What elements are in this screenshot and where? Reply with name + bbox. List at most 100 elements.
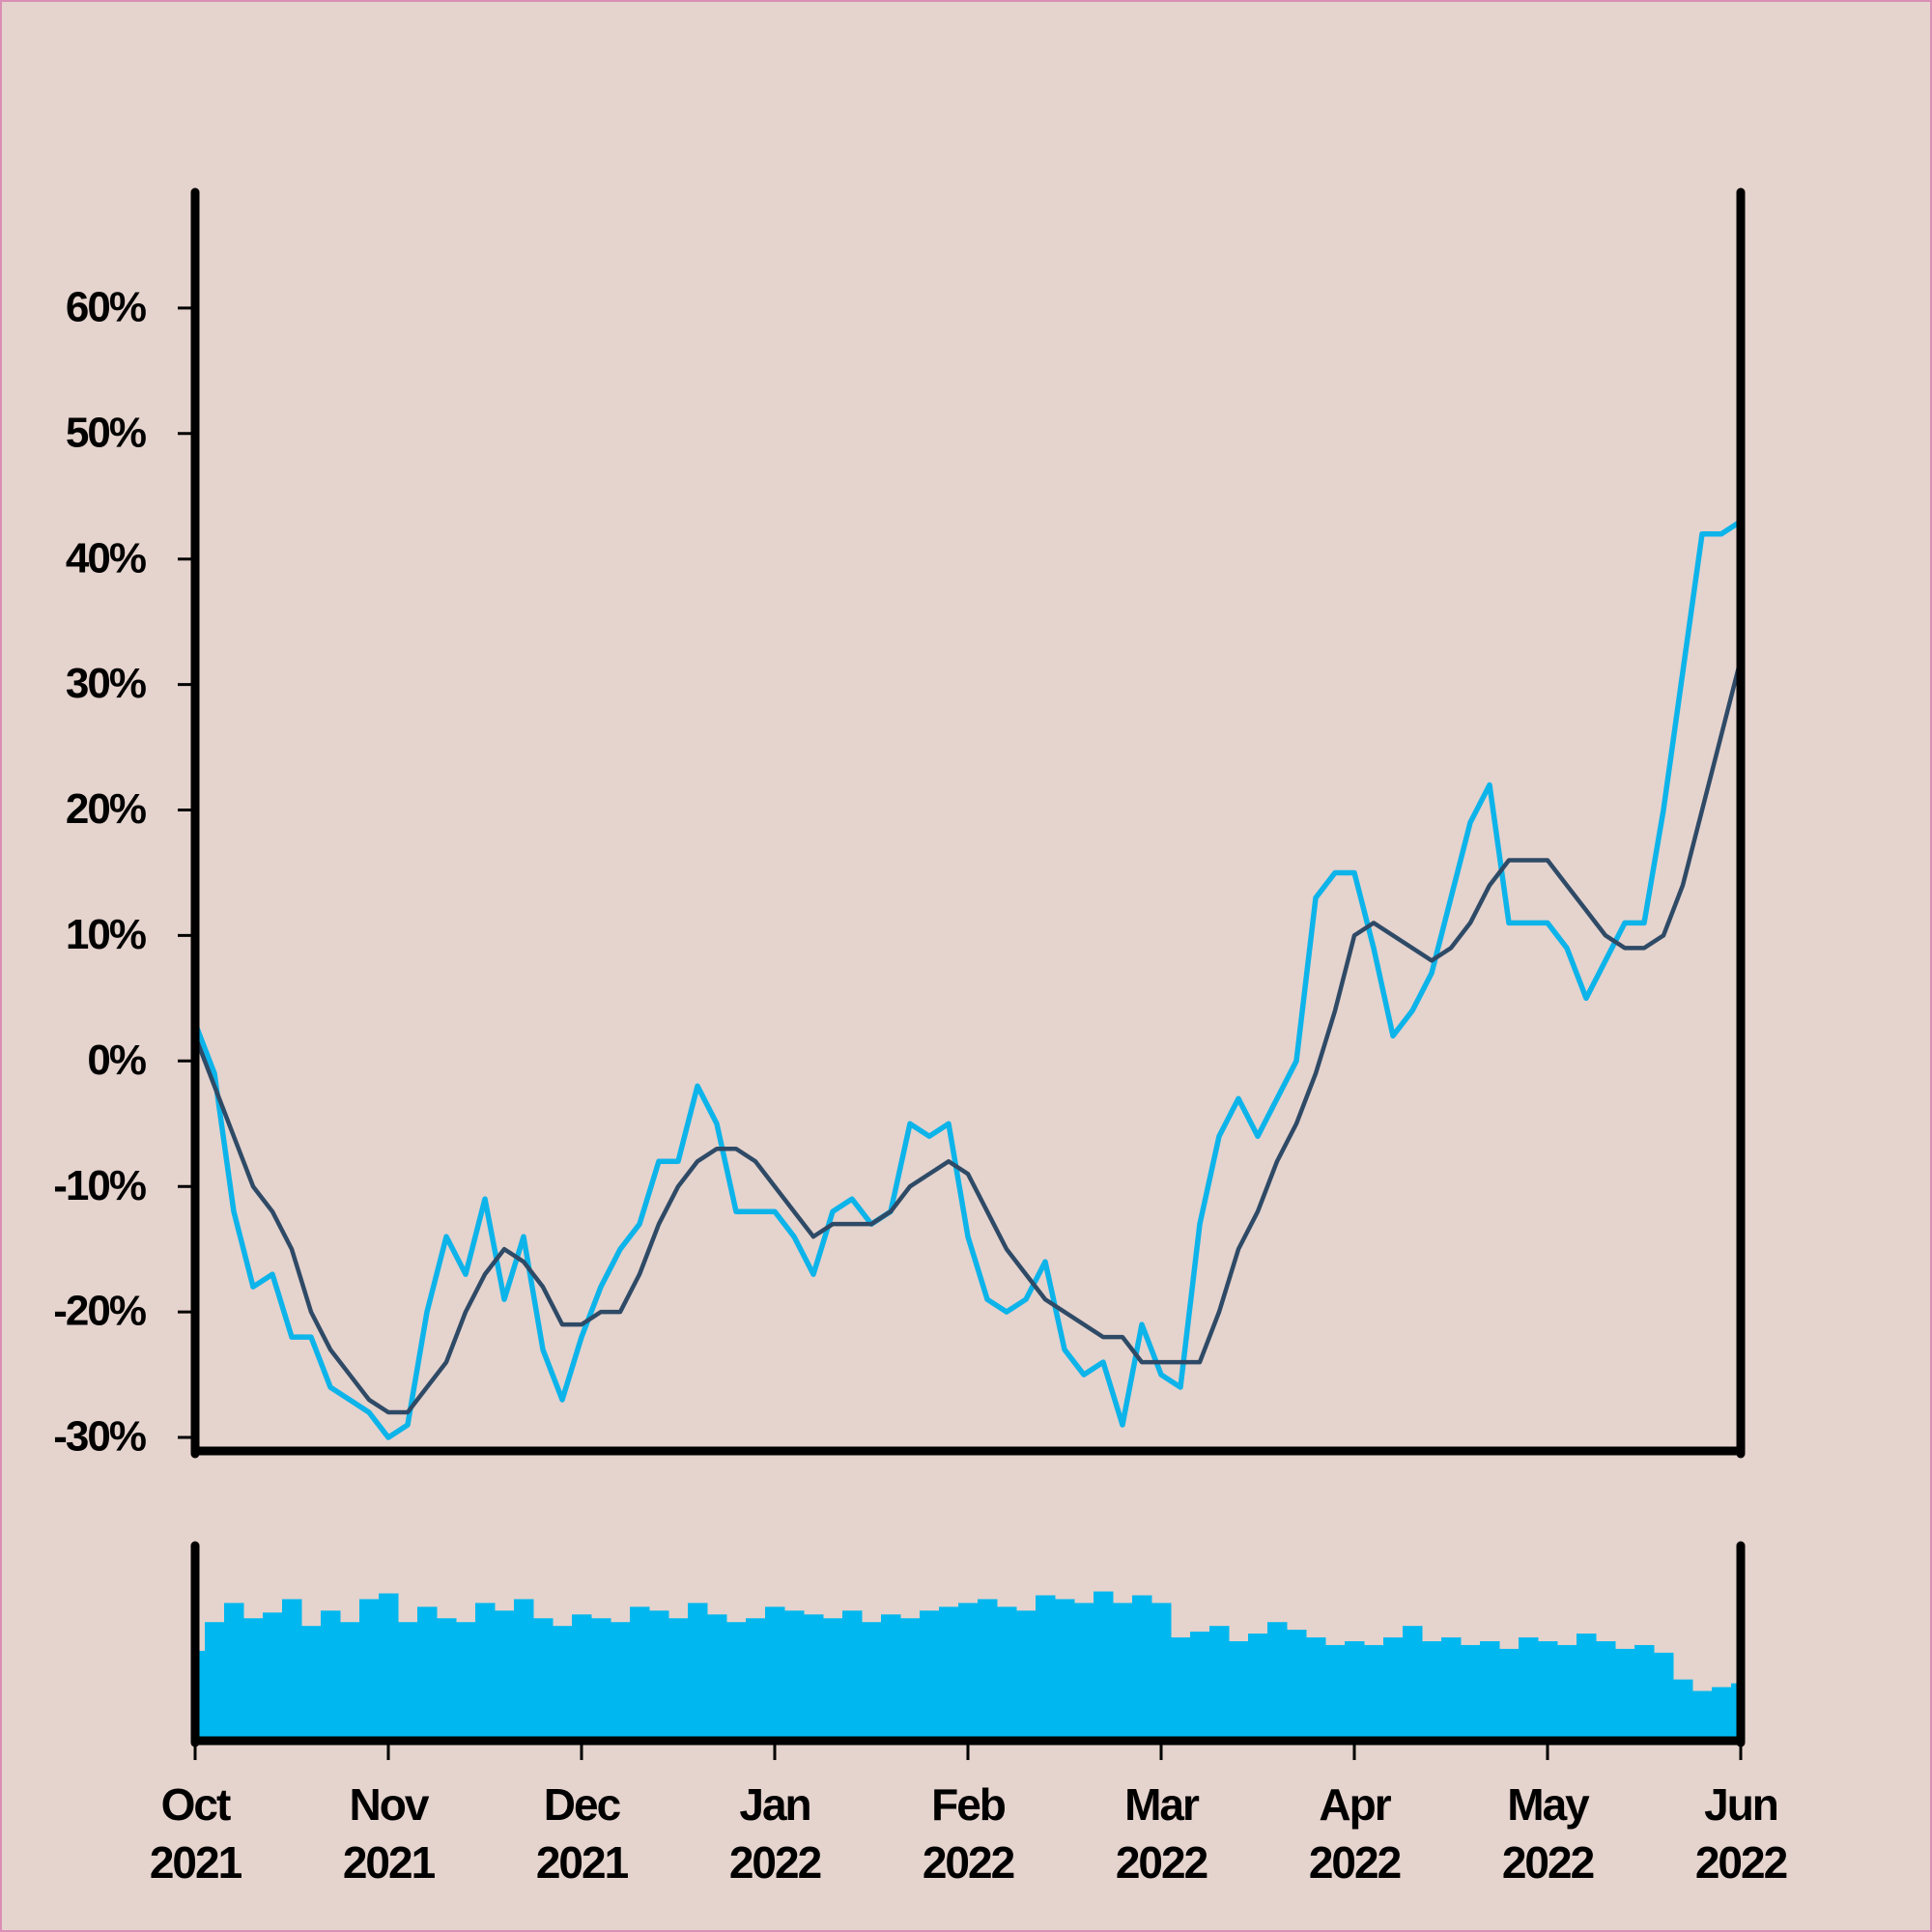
volume-bar — [1171, 1637, 1191, 1737]
volume-bar — [437, 1618, 457, 1737]
axis-layer: -30% -20% -10% 0% 10% 20% 30% 40% 50% 60% — [53, 187, 1746, 1760]
volume-bar — [1306, 1637, 1326, 1737]
volume-bar — [1094, 1591, 1114, 1737]
volume-bar — [1692, 1690, 1713, 1737]
volume-bar — [514, 1599, 534, 1737]
x-tick-label: Nov 2021 — [342, 1779, 436, 1888]
volume-bar — [1383, 1637, 1404, 1737]
volume-bar — [475, 1603, 496, 1737]
y-tick-label: -30% — [53, 1413, 146, 1461]
volume-bar — [804, 1614, 824, 1737]
volume-bar — [958, 1603, 979, 1737]
volume-bar — [611, 1622, 631, 1737]
volume-bar — [591, 1618, 611, 1737]
volume-bar — [1596, 1641, 1616, 1737]
volume-bar — [1132, 1595, 1152, 1737]
volume-bar — [1209, 1626, 1230, 1737]
volume-bar — [862, 1622, 882, 1737]
x-tick-label: Jun 2022 — [1694, 1779, 1788, 1888]
volume-bar — [1074, 1603, 1094, 1737]
volume-bar — [1036, 1595, 1056, 1737]
volume-bar — [1287, 1630, 1307, 1737]
x-tick-label: Mar 2022 — [1115, 1779, 1208, 1888]
volume-bar — [1577, 1634, 1597, 1737]
volume-bar — [1634, 1644, 1655, 1737]
volume-bar — [707, 1614, 727, 1737]
volume-bar — [1403, 1626, 1423, 1737]
volume-bar — [1345, 1641, 1365, 1737]
volume-bar — [1229, 1641, 1249, 1737]
volume-bar — [1673, 1679, 1693, 1737]
series-line — [195, 519, 1741, 1440]
volume-bar — [900, 1618, 921, 1737]
volume-bar — [1499, 1648, 1520, 1737]
x-tick-label: Apr 2022 — [1308, 1779, 1402, 1888]
volume-bar — [746, 1618, 766, 1737]
y-tick-label: -20% — [53, 1288, 146, 1335]
volume-bar — [997, 1606, 1017, 1737]
volume-bar — [1557, 1644, 1577, 1737]
volume-bar — [881, 1614, 901, 1737]
volume-bar — [1113, 1603, 1133, 1737]
volume-bar — [1364, 1644, 1384, 1737]
volume-bar — [205, 1622, 225, 1737]
volume-bar — [263, 1612, 283, 1737]
volume-bar — [1519, 1637, 1539, 1737]
volume-bar — [243, 1618, 264, 1737]
volume-bar — [1016, 1610, 1037, 1737]
y-tick-label: 0% — [87, 1037, 145, 1084]
volume-bar — [765, 1606, 785, 1737]
volume-bar — [572, 1614, 592, 1737]
x-tick-label: May 2022 — [1501, 1779, 1595, 1888]
volume-bar — [1461, 1644, 1481, 1737]
volume-bar — [553, 1626, 573, 1737]
volume-bar — [195, 1650, 206, 1737]
volume-bar — [1615, 1648, 1635, 1737]
volume-bar — [978, 1599, 998, 1737]
volume-bar — [1712, 1687, 1732, 1737]
volume-bar — [495, 1610, 515, 1737]
x-tick-label: Feb 2022 — [922, 1779, 1015, 1888]
y-tick-label: 30% — [66, 660, 146, 707]
volume-bar — [301, 1626, 322, 1737]
volume-bar — [456, 1622, 476, 1737]
volume-bar — [1055, 1599, 1075, 1737]
volume-bar — [920, 1610, 940, 1737]
y-tick-label: -10% — [53, 1162, 146, 1209]
line-layer — [195, 519, 1741, 1440]
volume-bar — [1248, 1634, 1268, 1737]
volume-bar — [417, 1606, 438, 1737]
volume-bar — [1325, 1644, 1346, 1737]
volume-bar — [668, 1618, 689, 1737]
volume-layer — [195, 1591, 1741, 1737]
y-tick-label: 40% — [66, 534, 146, 582]
volume-bar — [1731, 1683, 1741, 1737]
volume-bar — [823, 1618, 843, 1737]
volume-bar — [939, 1606, 959, 1737]
volume-bar — [1654, 1652, 1674, 1737]
volume-bar — [1190, 1632, 1210, 1737]
x-tick-label: Dec 2021 — [535, 1779, 629, 1888]
volume-bar — [379, 1593, 399, 1737]
volume-bar — [842, 1610, 863, 1737]
y-tick-label: 60% — [66, 284, 146, 331]
volume-bar — [784, 1610, 805, 1737]
volume-bar — [533, 1618, 554, 1737]
y-tick-label: 20% — [66, 785, 146, 833]
volume-bar — [282, 1599, 302, 1737]
y-tick-label: 10% — [66, 911, 146, 958]
x-tick-label: Oct 2021 — [149, 1779, 242, 1888]
volume-bar — [1441, 1637, 1462, 1737]
volume-bar — [321, 1610, 341, 1737]
volume-bar — [398, 1622, 418, 1737]
volume-bar — [1267, 1622, 1288, 1737]
volume-bar — [1538, 1641, 1558, 1737]
volume-bar — [340, 1622, 360, 1737]
volume-bar — [1151, 1603, 1172, 1737]
y-tick-label: 50% — [66, 409, 146, 456]
series-line — [195, 659, 1741, 1415]
volume-bar — [1480, 1641, 1500, 1737]
volume-bar — [224, 1603, 244, 1737]
